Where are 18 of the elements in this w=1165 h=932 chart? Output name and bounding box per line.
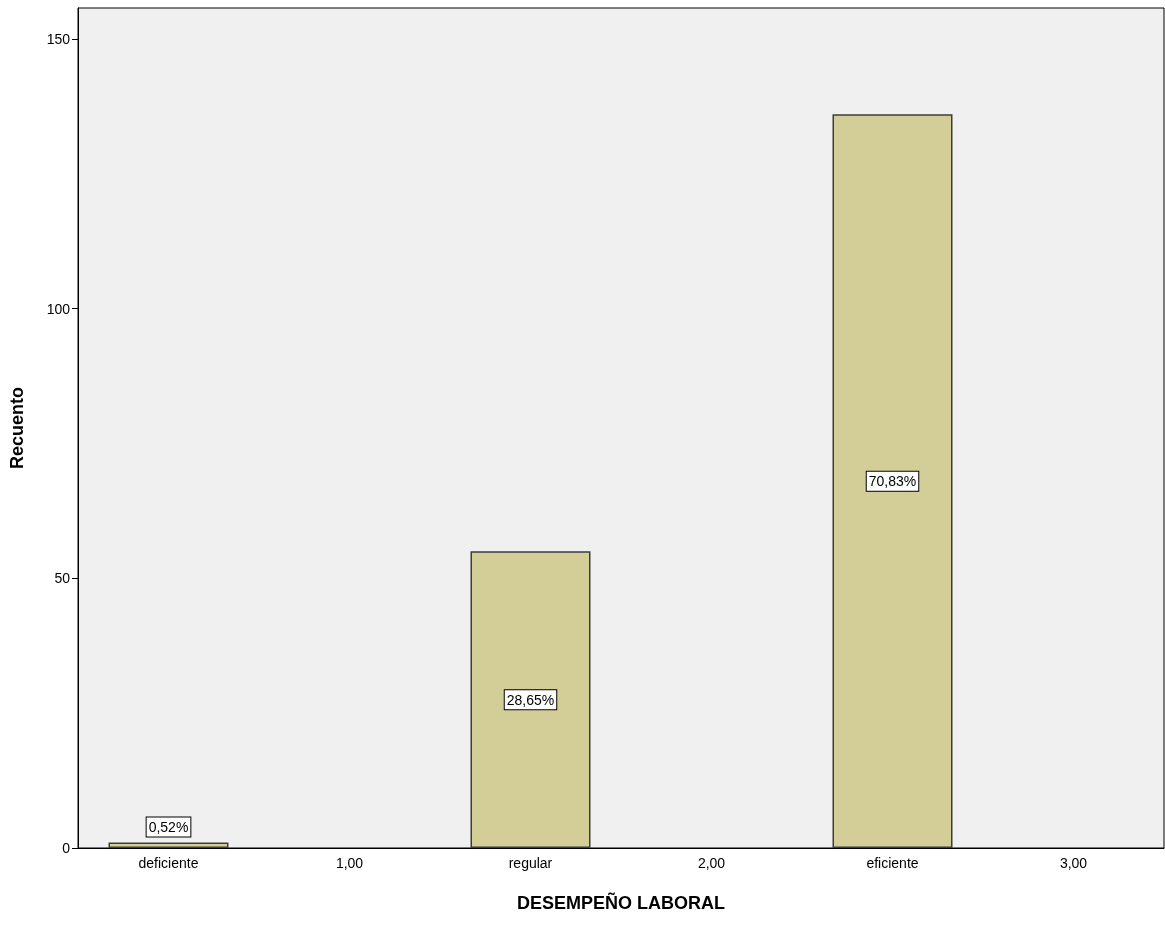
bar [832, 114, 953, 848]
x-tick-label: 3,00 [1059, 855, 1088, 871]
bar [470, 551, 591, 848]
bar [108, 842, 229, 848]
y-tick-label: 150 [46, 30, 71, 47]
y-tick-label: 0 [62, 840, 71, 856]
x-tick-label: regular [508, 855, 553, 871]
x-tick-label: 1,00 [335, 855, 364, 871]
y-tick-label: 100 [46, 300, 71, 317]
annotation: 28,65% [506, 691, 555, 708]
x-tick-label: 2,00 [697, 855, 726, 871]
x-tick-label: eficiente [866, 855, 919, 871]
y-tick-label: 50 [54, 570, 71, 587]
y-axis-title: Recuento [7, 386, 27, 470]
x-axis-title: DESEMPEÑO LABORAL [516, 892, 726, 913]
x-tick-label: deficiente [138, 855, 199, 871]
annotation: 70,83% [868, 473, 917, 490]
annotation: 0,52% [148, 819, 189, 835]
